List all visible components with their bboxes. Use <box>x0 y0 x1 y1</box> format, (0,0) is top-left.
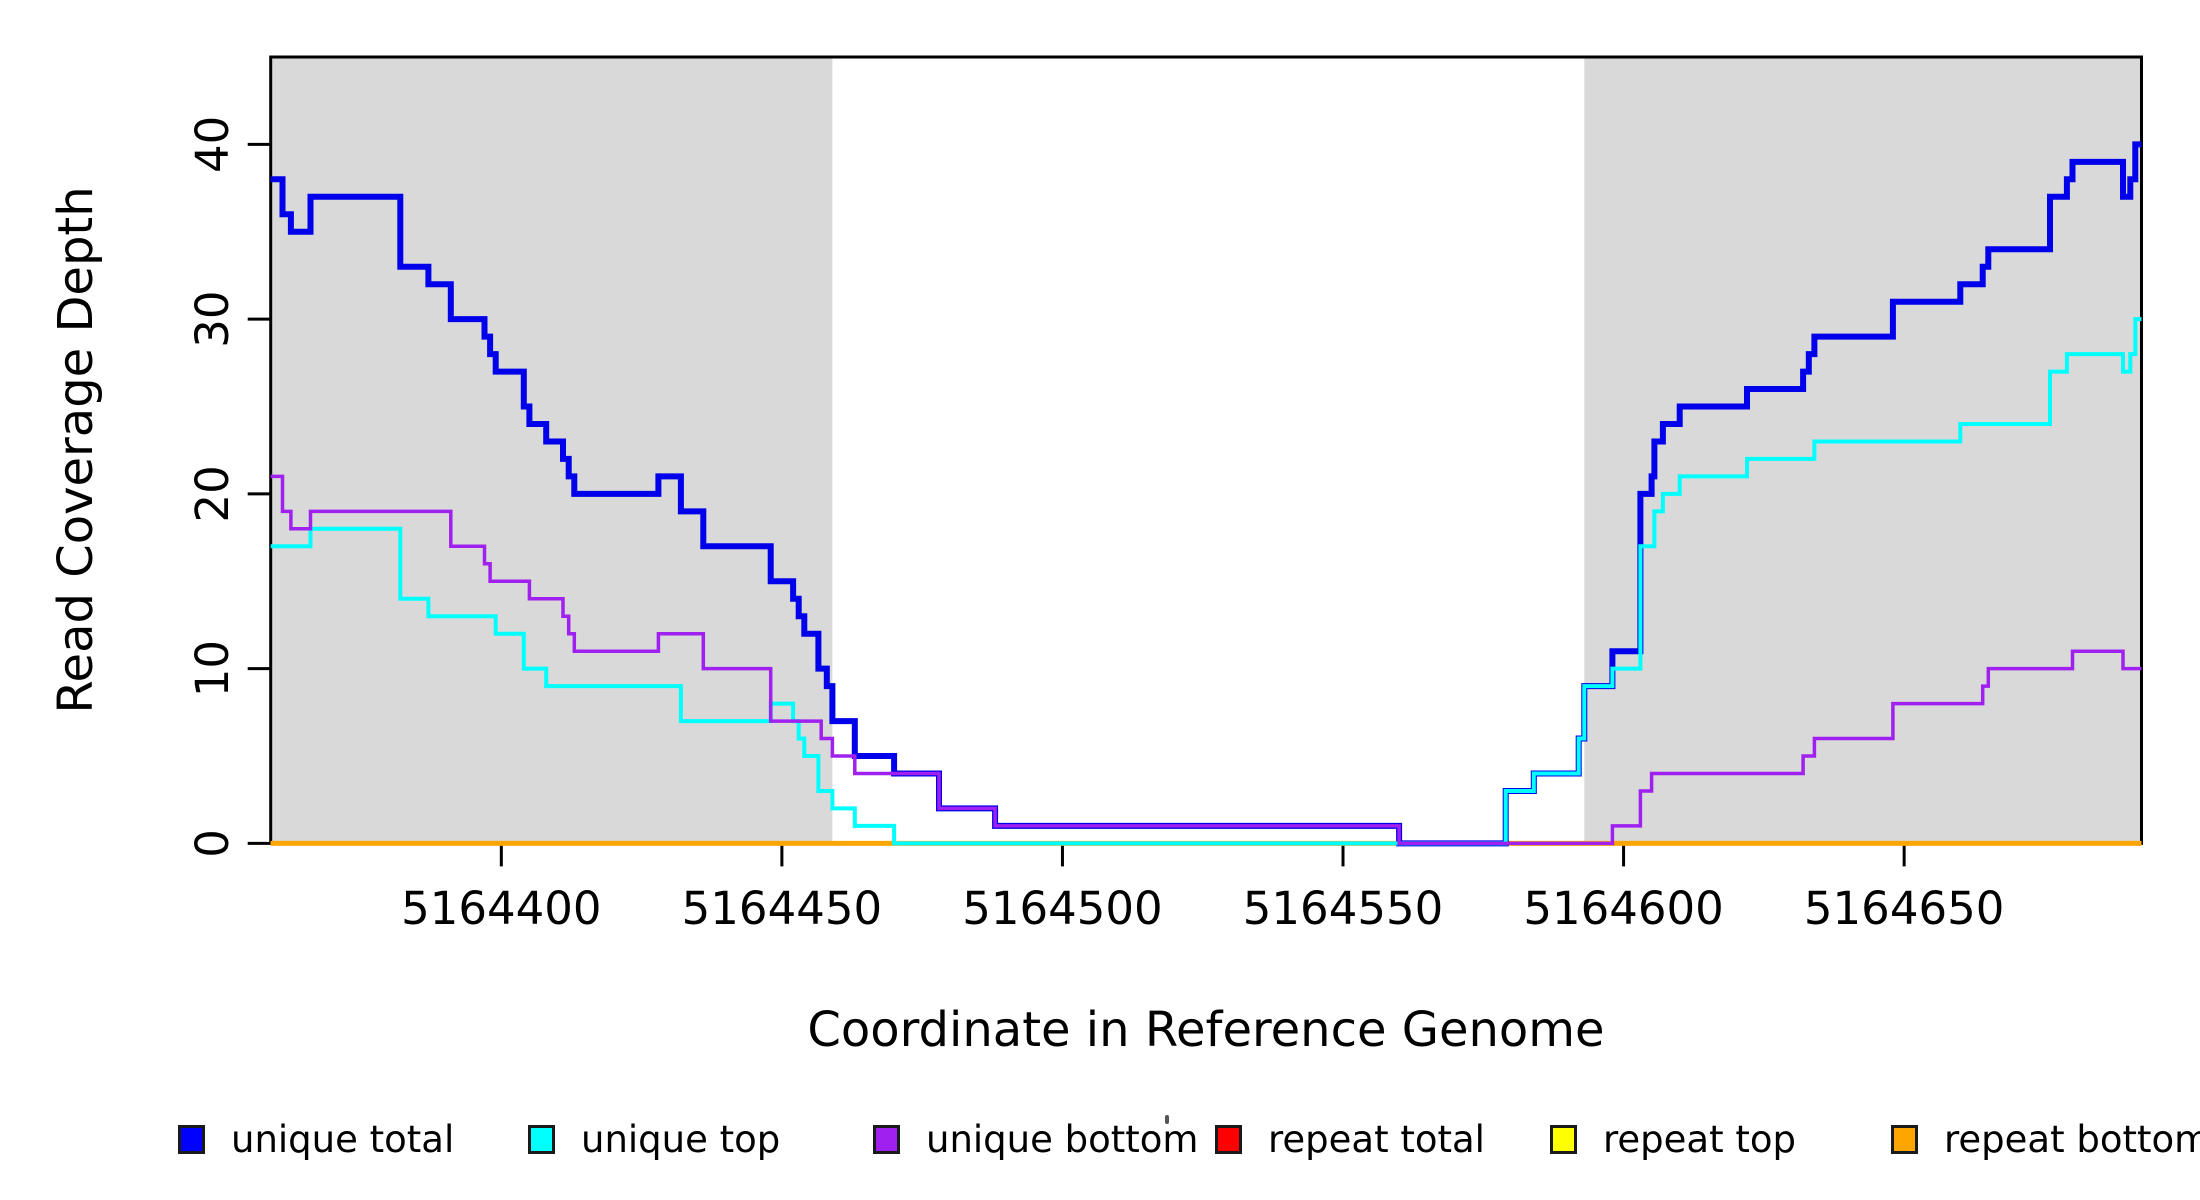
legend-item-repeat-total: repeat total <box>1215 1118 1485 1161</box>
legend-label: repeat top <box>1603 1118 1796 1161</box>
shaded-region-right <box>1584 57 2142 844</box>
legend-swatch <box>528 1125 555 1154</box>
series-unique-top <box>270 317 2142 846</box>
legend-item-unique-top: unique top <box>528 1118 780 1161</box>
x-tick-label: 5164500 <box>962 882 1162 935</box>
legend-swatch <box>1215 1125 1242 1154</box>
legend-label: unique bottom <box>926 1118 1199 1161</box>
y-tick-label: 30 <box>186 291 239 348</box>
legend-item-repeat-top: repeat top <box>1550 1118 1796 1161</box>
legend-item-unique-bottom: unique bottom <box>873 1118 1198 1161</box>
x-tick-label: 5164650 <box>1804 882 2004 935</box>
legend-label: repeat bottom <box>1944 1118 2200 1161</box>
shaded-bands <box>270 57 2142 844</box>
y-tick-label: 0 <box>186 829 239 858</box>
data-series <box>270 141 2142 847</box>
shaded-region-left <box>270 57 833 844</box>
legend-label: repeat total <box>1268 1118 1485 1161</box>
legend-item-unique-total: unique total <box>178 1118 454 1161</box>
legend-swatch <box>1891 1125 1918 1154</box>
y-tick-label: 20 <box>186 465 239 522</box>
legend-label: unique top <box>581 1118 781 1161</box>
y-tick-label: 40 <box>186 116 239 173</box>
x-tick-label: 5164600 <box>1523 882 1723 935</box>
x-tick-label: 5164400 <box>401 882 601 935</box>
legend-swatch <box>873 1125 900 1154</box>
y-axis-ticks: 0 10 20 30 40 <box>186 116 271 858</box>
x-axis-title: Coordinate in Reference Genome <box>807 1002 1604 1058</box>
x-tick-label: 5164450 <box>682 882 882 935</box>
y-axis-title: Read Coverage Depth <box>48 186 104 713</box>
legend-swatch <box>1550 1125 1577 1154</box>
legend-item-repeat-bottom: repeat bottom <box>1891 1118 2200 1161</box>
legend-label: unique total <box>231 1118 455 1161</box>
legend-swatch <box>178 1125 205 1154</box>
series-unique-bottom <box>270 474 2142 846</box>
x-axis-ticks: 5164400 5164450 5164500 5164550 5164600 51646… <box>401 843 2004 935</box>
x-tick-label: 5164550 <box>1243 882 1443 935</box>
stray-mark-artifact <box>1165 1115 1169 1124</box>
y-tick-label: 10 <box>186 640 239 697</box>
